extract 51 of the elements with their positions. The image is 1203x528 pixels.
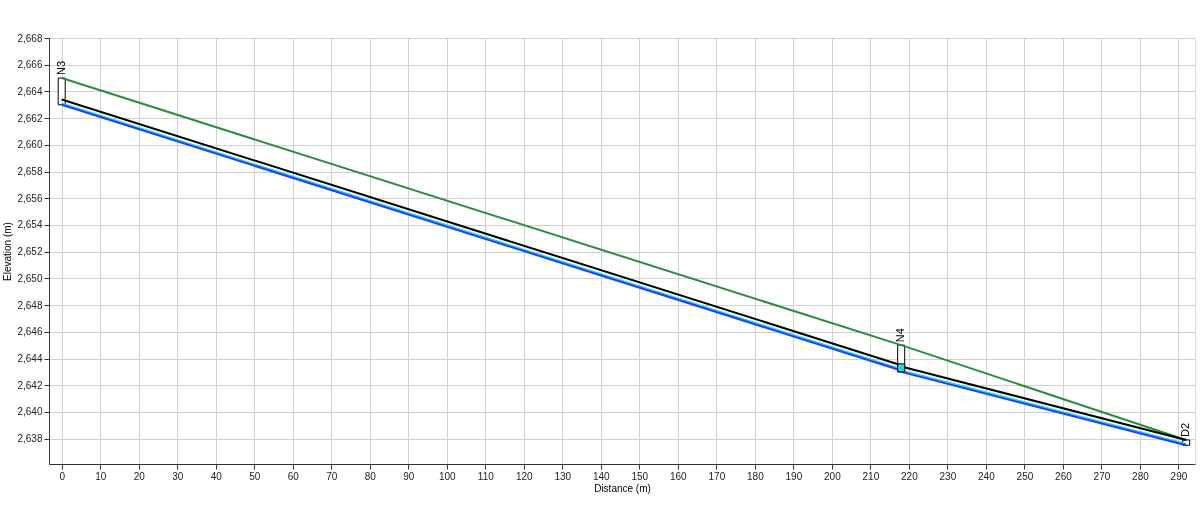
- x-tick-label: 200: [824, 470, 842, 482]
- x-tick-label: 160: [669, 470, 688, 482]
- y-tick-label: 2,640: [17, 406, 43, 418]
- x-tick-label: 10: [95, 470, 107, 482]
- x-tick-label: 130: [554, 470, 572, 482]
- data-label: N3: [54, 61, 67, 76]
- x-tick-label: 180: [747, 470, 765, 482]
- y-tick-label: 2,666: [17, 59, 43, 71]
- x-tick-label: 260: [1055, 470, 1073, 482]
- y-tick-label: 2,668: [17, 32, 43, 44]
- y-tick-label: 2,664: [17, 85, 43, 97]
- x-tick-label: 220: [901, 470, 919, 482]
- y-tick-label: 2,654: [17, 219, 43, 231]
- x-tick-label: 120: [515, 470, 534, 482]
- x-tick-label: 240: [978, 470, 996, 482]
- y-axis-title: Elevation (m): [2, 222, 14, 281]
- y-tick-label: 2,652: [17, 246, 43, 258]
- x-tick-label: 0: [59, 470, 66, 482]
- x-tick-label: 100: [438, 470, 457, 482]
- x-tick-label: 230: [939, 470, 957, 482]
- y-tick-label: 2,662: [17, 112, 43, 124]
- x-tick-label: 290: [1170, 470, 1188, 482]
- x-tick-label: 110: [477, 470, 495, 482]
- data-label: D2: [1179, 422, 1192, 437]
- x-tick-label: 140: [592, 470, 611, 482]
- y-tick-label: 2,642: [17, 379, 43, 391]
- x-tick-label: 80: [364, 470, 377, 482]
- y-tick-label: 2,638: [17, 433, 43, 445]
- y-tick-label: 2,650: [17, 272, 43, 284]
- x-tick-label: 210: [862, 470, 880, 482]
- x-tick-label: 60: [287, 470, 300, 482]
- x-tick-label: 70: [326, 470, 338, 482]
- data-label: N4: [894, 328, 907, 343]
- x-tick-label: 30: [172, 470, 184, 482]
- x-tick-label: 270: [1093, 470, 1111, 482]
- x-tick-label: 150: [631, 470, 649, 482]
- x-tick-label: 280: [1132, 470, 1150, 482]
- y-tick-label: 2,648: [17, 299, 43, 311]
- x-tick-label: 50: [249, 470, 261, 482]
- y-tick-label: 2,644: [17, 353, 43, 364]
- x-axis-title: Distance (m): [594, 482, 651, 494]
- x-tick-label: 20: [133, 470, 146, 482]
- y-tick-label: 2,656: [17, 192, 43, 204]
- y-tick-label: 2,660: [17, 139, 43, 151]
- x-tick-label: 190: [785, 470, 803, 482]
- y-tick-label: 2,646: [17, 326, 43, 338]
- x-tick-label: 40: [210, 470, 223, 482]
- x-tick-label: 90: [403, 470, 415, 482]
- y-tick-label: 2,658: [17, 166, 43, 178]
- x-tick-label: 250: [1016, 470, 1034, 482]
- x-tick-label: 170: [708, 470, 726, 482]
